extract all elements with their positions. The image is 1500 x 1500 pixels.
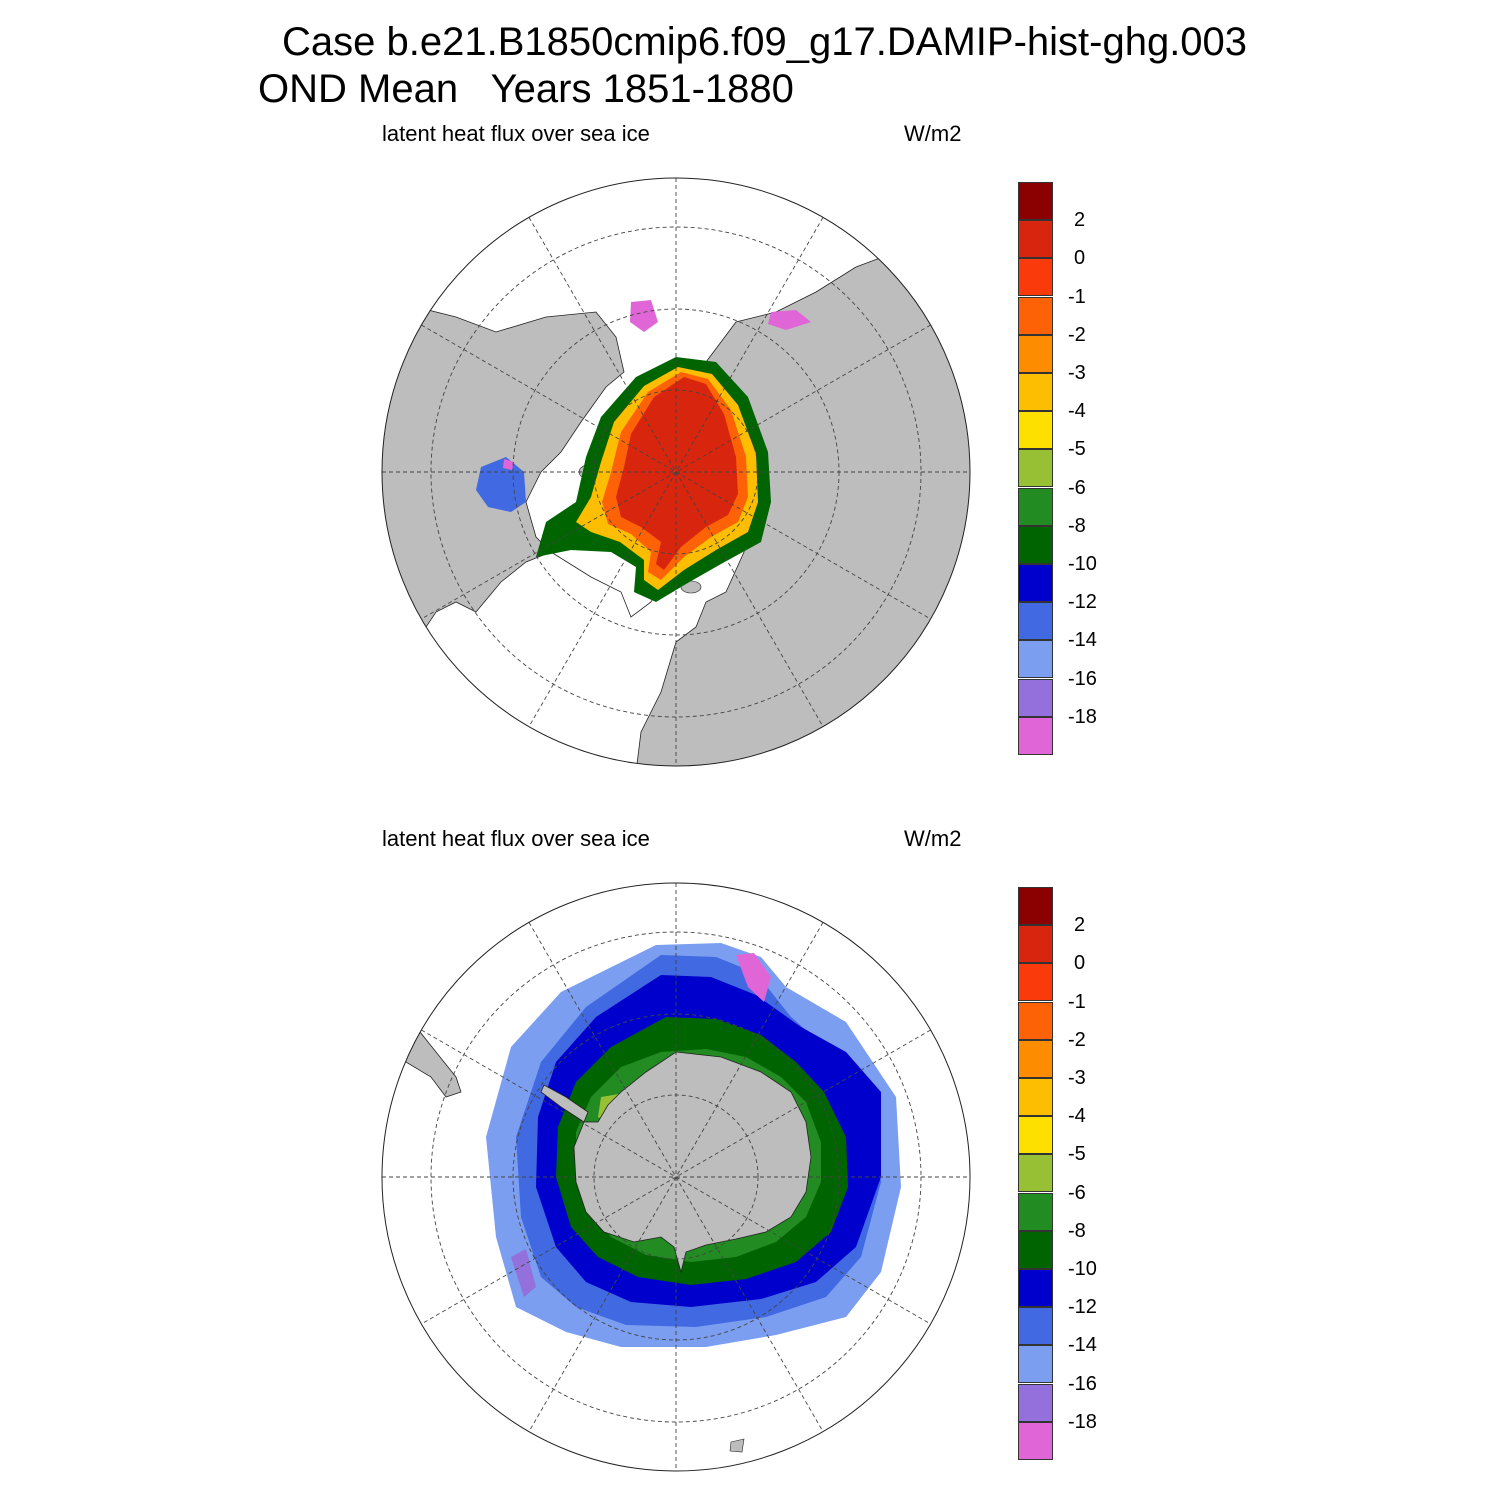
- south-colorbar-tick-label: -16: [1068, 1372, 1097, 1395]
- north-colorbar-swatch: [1018, 182, 1053, 220]
- south-colorbar-swatch: [1018, 925, 1053, 964]
- south-colorbar-swatch: [1018, 1345, 1053, 1384]
- south-polar-map: [381, 882, 971, 1472]
- north-colorbar-tick-label: -3: [1068, 362, 1086, 384]
- north-colorbar-tick-label: 0: [1074, 247, 1086, 270]
- south-colorbar-swatch: [1018, 1154, 1053, 1193]
- north-colorbar-tick-label: 2: [1074, 209, 1086, 232]
- south-units-label: W/m2: [904, 826, 962, 851]
- south-colorbar-tick-label: -6: [1068, 1181, 1086, 1204]
- north-colorbar-swatch: [1018, 678, 1053, 717]
- south-colorbar-tick-label: -12: [1068, 1296, 1097, 1319]
- south-colorbar-tick-label: -10: [1068, 1258, 1097, 1280]
- north-colorbar-tick-label: -5: [1068, 438, 1086, 461]
- north-colorbar-tick-label: -18: [1068, 705, 1097, 728]
- antarctica-landmass: [573, 1051, 812, 1274]
- south-flux-pink-patch: [736, 953, 771, 1002]
- south-colorbar-swatch: [1018, 887, 1053, 925]
- south-field-label: latent heat flux over sea ice: [382, 826, 650, 851]
- north-flux-okhotsk-pink: [768, 310, 811, 330]
- south-colorbar-swatch: [1018, 1039, 1053, 1078]
- south-map-border: [381, 882, 971, 1472]
- south-colorbar-swatch: [1018, 1307, 1053, 1346]
- north-flux-bering-pink: [630, 300, 658, 332]
- north-colorbar-tick-label: -8: [1068, 514, 1086, 537]
- antarctic-peninsula: [540, 1084, 589, 1123]
- south-graticule: [382, 883, 970, 1471]
- north-colorbar-tick-label: -6: [1068, 476, 1086, 499]
- north-colorbar-tick-label: -4: [1068, 400, 1086, 423]
- north-graticule: [382, 178, 970, 766]
- south-colorbar-swatch: [1018, 1230, 1053, 1269]
- south-colorbar-tick-label: -8: [1068, 1219, 1086, 1242]
- north-colorbar-tick-label: -12: [1068, 591, 1097, 614]
- north-colorbar-swatch: [1018, 487, 1053, 526]
- north-colorbar-swatch: [1018, 373, 1053, 411]
- southern-ocean-island: [729, 1438, 745, 1453]
- south-colorbar-tick-label: -4: [1068, 1105, 1086, 1128]
- north-flux-hudson-pink: [503, 459, 514, 470]
- south-colorbar-tick-label: -1: [1068, 990, 1086, 1013]
- south-colorbar-swatch: [1018, 1001, 1053, 1040]
- north-units-label: W/m2: [904, 121, 962, 146]
- north-colorbar-swatch: [1018, 258, 1053, 297]
- north-map-border: [381, 177, 971, 767]
- south-colorbar-tick-label: -18: [1068, 1410, 1097, 1433]
- figure-title-case: Case b.e21.B1850cmip6.f09_g17.DAMIP-hist…: [282, 20, 1248, 64]
- north-colorbar-swatch: [1018, 334, 1053, 373]
- south-colorbar-swatch: [1018, 1269, 1053, 1307]
- north-colorbar-tick-label: -16: [1068, 667, 1097, 690]
- north-colorbar-swatch: [1018, 411, 1053, 450]
- south-colorbar-tick-label: -3: [1068, 1067, 1086, 1089]
- north-flux-hudson-blue: [476, 457, 526, 512]
- south-colorbar-tick-label: 2: [1074, 914, 1086, 937]
- north-colorbar-swatch: [1018, 602, 1053, 641]
- north-field-label: latent heat flux over sea ice: [382, 121, 650, 146]
- north-colorbar-tick-label: -14: [1068, 629, 1097, 652]
- north-colorbar-swatch: [1018, 640, 1053, 679]
- south-colorbar-swatch: [1018, 1192, 1053, 1231]
- south-colorbar-swatch: [1018, 1078, 1053, 1116]
- south-colorbar-swatch: [1018, 963, 1053, 1002]
- north-colorbar-tick-label: -10: [1068, 553, 1097, 575]
- north-colorbar-swatch: [1018, 220, 1053, 259]
- north-colorbar-swatch: [1018, 449, 1053, 488]
- south-colorbar-tick-label: 0: [1074, 952, 1086, 975]
- south-colorbar-swatch: [1018, 1116, 1053, 1155]
- figure-title-period: OND Mean Years 1851-1880: [258, 67, 794, 111]
- south-colorbar-swatch: [1018, 1383, 1053, 1422]
- north-colorbar-tick-label: -1: [1068, 285, 1086, 308]
- north-colorbar-swatch: [1018, 716, 1053, 755]
- south-colorbar-tick-label: -5: [1068, 1143, 1086, 1166]
- north-colorbar-swatch: [1018, 525, 1053, 564]
- north-colorbar-tick-label: -2: [1068, 323, 1086, 346]
- south-colorbar-tick-label: -14: [1068, 1334, 1097, 1357]
- north-flux-field: [476, 300, 811, 602]
- north-colorbar-swatch: [1018, 296, 1053, 335]
- south-flux-purple-patch: [511, 1249, 536, 1297]
- south-colorbar-swatch: [1018, 1421, 1053, 1460]
- north-polar-map: [381, 177, 971, 767]
- south-colorbar-tick-label: -2: [1068, 1028, 1086, 1051]
- north-colorbar-swatch: [1018, 564, 1053, 602]
